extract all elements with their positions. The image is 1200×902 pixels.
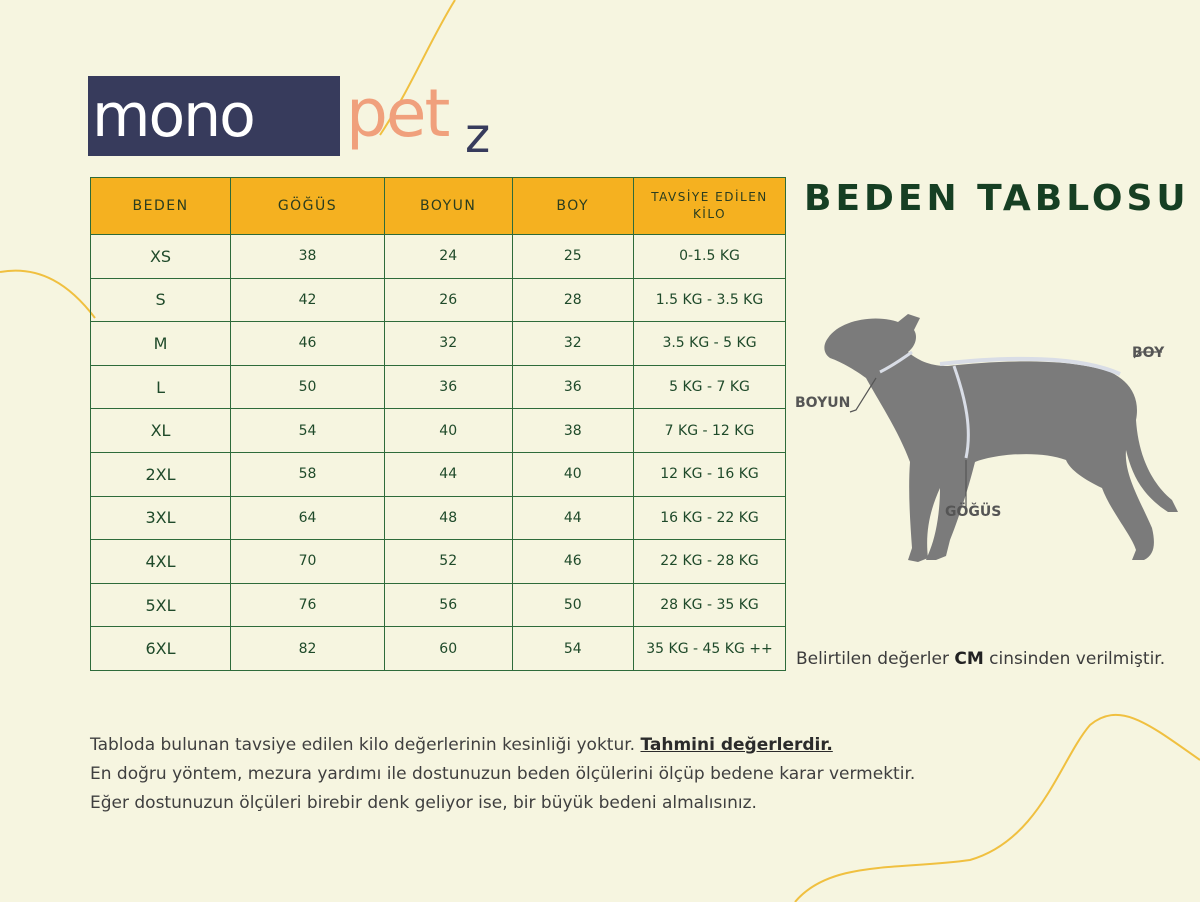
cell-boy: 32 bbox=[511, 321, 634, 366]
cell-boy: 40 bbox=[511, 451, 634, 497]
cell-boy: 46 bbox=[511, 539, 634, 584]
table-row: XS 38 24 25 0-1.5 KG bbox=[89, 234, 786, 279]
table-row: 4XL 70 52 46 22 KG - 28 KG bbox=[89, 539, 786, 584]
cell-gogus: 76 bbox=[230, 582, 385, 628]
cell-boy: 38 bbox=[511, 408, 634, 453]
header-beden: BEDEN bbox=[89, 177, 232, 235]
cell-beden: S bbox=[89, 277, 232, 323]
cell-boy: 54 bbox=[511, 626, 634, 671]
cell-boyun: 36 bbox=[383, 364, 513, 410]
cell-boyun: 40 bbox=[383, 408, 513, 453]
cell-kilo: 1.5 KG - 3.5 KG bbox=[633, 277, 786, 323]
cell-gogus: 42 bbox=[230, 277, 385, 323]
note-line-2: En doğru yöntem, mezura yardımı ile dost… bbox=[90, 764, 916, 784]
label-boy: BOY bbox=[1132, 345, 1165, 361]
cell-beden: 6XL bbox=[89, 626, 232, 671]
cell-kilo: 5 KG - 7 KG bbox=[633, 364, 786, 410]
cell-beden: 4XL bbox=[89, 539, 232, 584]
unit-note: Belirtilen değerler CM cinsinden verilmi… bbox=[796, 649, 1165, 669]
table-row: M 46 32 32 3.5 KG - 5 KG bbox=[89, 321, 786, 366]
cell-kilo: 28 KG - 35 KG bbox=[633, 582, 786, 628]
cell-gogus: 46 bbox=[230, 321, 385, 366]
logo-z: z bbox=[465, 108, 491, 164]
cell-boyun: 48 bbox=[383, 495, 513, 541]
cell-boy: 25 bbox=[511, 234, 634, 279]
cell-beden: 2XL bbox=[89, 451, 232, 497]
cell-gogus: 50 bbox=[230, 364, 385, 410]
cell-gogus: 82 bbox=[230, 626, 385, 671]
cell-kilo: 12 KG - 16 KG bbox=[633, 451, 786, 497]
table-row: 5XL 76 56 50 28 KG - 35 KG bbox=[89, 582, 786, 628]
table-row: S 42 26 28 1.5 KG - 3.5 KG bbox=[89, 277, 786, 323]
label-boyun: BOYUN bbox=[795, 395, 851, 411]
table-row: 3XL 64 48 44 16 KG - 22 KG bbox=[89, 495, 786, 541]
unit-note-post: cinsinden verilmiştir. bbox=[983, 649, 1166, 669]
cell-gogus: 38 bbox=[230, 234, 385, 279]
cell-boyun: 32 bbox=[383, 321, 513, 366]
cell-beden: XL bbox=[89, 408, 232, 453]
size-table: BEDEN GÖĞÜS BOYUN BOY TAVSİYE EDİLEN KİL… bbox=[89, 177, 786, 671]
unit-note-pre: Belirtilen değerler bbox=[796, 649, 955, 669]
note-line-1: Tabloda bulunan tavsiye edilen kilo değe… bbox=[90, 731, 915, 760]
table-row: 2XL 58 44 40 12 KG - 16 KG bbox=[89, 451, 786, 497]
cell-boyun: 24 bbox=[383, 234, 513, 279]
note-line-3: Eğer dostunuzun ölçüleri birebir denk ge… bbox=[90, 793, 757, 813]
cell-boy: 50 bbox=[511, 582, 634, 628]
cell-kilo: 16 KG - 22 KG bbox=[633, 495, 786, 541]
header-boyun: BOYUN bbox=[383, 177, 513, 235]
note-line-1-text: Tabloda bulunan tavsiye edilen kilo değe… bbox=[90, 735, 641, 755]
cell-beden: L bbox=[89, 364, 232, 410]
cell-boyun: 26 bbox=[383, 277, 513, 323]
cell-boyun: 60 bbox=[383, 626, 513, 671]
cell-kilo: 35 KG - 45 KG ++ bbox=[633, 626, 786, 671]
header-kilo: TAVSİYE EDİLEN KİLO bbox=[633, 177, 786, 235]
cell-beden: 3XL bbox=[89, 495, 232, 541]
cell-gogus: 64 bbox=[230, 495, 385, 541]
cell-beden: 5XL bbox=[89, 582, 232, 628]
note-emphasis: Tahmini değerlerdir. bbox=[640, 735, 833, 755]
cell-boy: 28 bbox=[511, 277, 634, 323]
dog-diagram: BOY BOYUN GÖĞÜS bbox=[780, 300, 1190, 580]
logo-pet: pet bbox=[346, 75, 450, 152]
cell-boyun: 52 bbox=[383, 539, 513, 584]
dog-silhouette bbox=[824, 314, 1178, 562]
notes: Tabloda bulunan tavsiye edilen kilo değe… bbox=[90, 731, 915, 818]
unit-note-bold: CM bbox=[954, 649, 984, 669]
cell-kilo: 22 KG - 28 KG bbox=[633, 539, 786, 584]
logo-mono: mono bbox=[88, 76, 340, 156]
cell-kilo: 0-1.5 KG bbox=[633, 234, 786, 279]
table-body: XS 38 24 25 0-1.5 KG S 42 26 28 1.5 KG - 3.5 KG M 4… bbox=[89, 234, 786, 671]
cell-kilo: 7 KG - 12 KG bbox=[633, 408, 786, 453]
table-header-row: BEDEN GÖĞÜS BOYUN BOY TAVSİYE EDİLEN KİL… bbox=[89, 177, 786, 235]
table-row: 6XL 82 60 54 35 KG - 45 KG ++ bbox=[89, 626, 786, 671]
page-title: BEDEN TABLOSU bbox=[804, 178, 1190, 219]
cell-gogus: 54 bbox=[230, 408, 385, 453]
cell-boyun: 56 bbox=[383, 582, 513, 628]
header-boy: BOY bbox=[511, 177, 634, 235]
cell-boy: 36 bbox=[511, 364, 634, 410]
cell-boy: 44 bbox=[511, 495, 634, 541]
cell-beden: M bbox=[89, 321, 232, 366]
cell-gogus: 70 bbox=[230, 539, 385, 584]
cell-beden: XS bbox=[89, 234, 232, 279]
table-row: XL 54 40 38 7 KG - 12 KG bbox=[89, 408, 786, 453]
table-row: L 50 36 36 5 KG - 7 KG bbox=[89, 364, 786, 410]
cell-gogus: 58 bbox=[230, 451, 385, 497]
cell-kilo: 3.5 KG - 5 KG bbox=[633, 321, 786, 366]
cell-boyun: 44 bbox=[383, 451, 513, 497]
label-gogus: GÖĞÜS bbox=[945, 504, 1002, 520]
header-gogus: GÖĞÜS bbox=[230, 177, 385, 235]
